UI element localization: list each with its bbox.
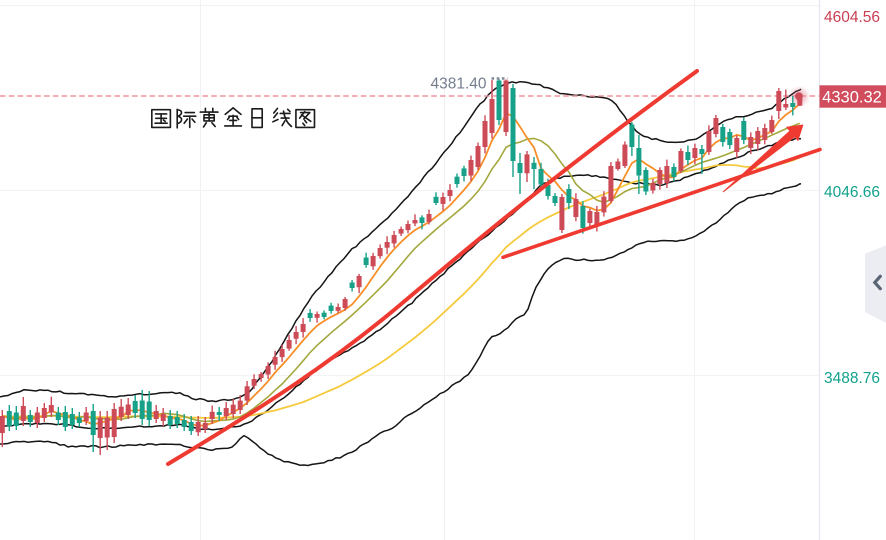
svg-text:4330.32: 4330.32	[822, 89, 882, 107]
svg-text:3488.76: 3488.76	[824, 370, 880, 387]
svg-text:4604.56: 4604.56	[824, 9, 880, 26]
svg-text:4381.40: 4381.40	[431, 76, 487, 93]
svg-text:4046.66: 4046.66	[824, 184, 880, 201]
